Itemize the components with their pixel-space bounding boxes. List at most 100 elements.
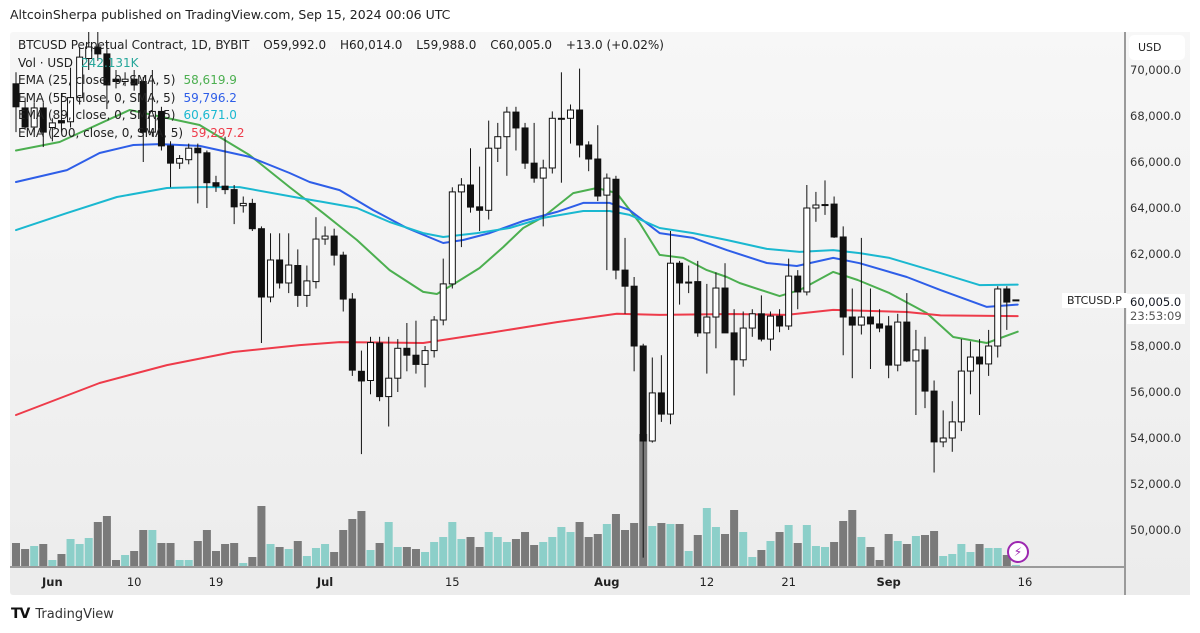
legend-symbol-row[interactable]: BTCUSD Perpetual Contract, 1D, BYBIT O59… <box>18 37 664 55</box>
candle-down <box>621 269 629 287</box>
candle-down <box>612 178 620 271</box>
volume-bar <box>166 543 175 566</box>
candle-down <box>339 254 347 300</box>
candle-up <box>948 421 956 439</box>
volume-bar <box>748 557 757 566</box>
candle-down <box>694 281 702 334</box>
candle-up <box>803 207 811 293</box>
volume-bar <box>130 551 139 566</box>
volume-bar <box>30 546 39 566</box>
legend-ema55-row[interactable]: EMA (55, close, 0, SMA, 5) 59,796.2 <box>18 90 664 108</box>
legend-volume-row[interactable]: Vol · USD 242.131K <box>18 55 664 73</box>
price-tick-label: 50,000.0 <box>1130 523 1182 537</box>
volume-bar <box>657 523 666 566</box>
volume-bar <box>675 524 684 566</box>
candle-down <box>885 325 893 366</box>
candle-down <box>103 53 111 86</box>
lightning-bolt-icon[interactable]: ⚡ <box>1007 541 1029 563</box>
candle-up <box>385 377 393 398</box>
volume-bar <box>148 530 157 566</box>
candle-down <box>794 275 802 293</box>
volume-bar <box>766 541 775 566</box>
candle-up <box>666 262 674 415</box>
time-tick-label: Sep <box>876 575 901 589</box>
ema200-label: EMA (200, close, 0, SMA, 5) <box>18 125 184 140</box>
legend-ema200-row[interactable]: EMA (200, close, 0, SMA, 5) 59,297.2 <box>18 125 664 143</box>
volume-bar <box>357 511 366 566</box>
volume-bar <box>921 535 929 566</box>
candle-up <box>857 316 865 326</box>
candle-up <box>457 184 465 193</box>
volume-bar <box>948 554 957 566</box>
volume-bar <box>911 536 920 566</box>
candle-up <box>267 259 275 298</box>
volume-bar <box>339 530 348 566</box>
volume-bar <box>884 534 893 566</box>
candle-down <box>212 182 220 187</box>
candle-down <box>221 185 229 191</box>
candle-up <box>966 356 974 372</box>
ema200-value: 59,297.2 <box>191 125 245 140</box>
volume-bar <box>648 526 657 566</box>
price-tick-label: 62,000.0 <box>1130 247 1182 261</box>
volume-bar <box>511 539 520 566</box>
candle-up <box>285 264 293 284</box>
ema25-value: 58,619.9 <box>183 73 237 88</box>
volume-bar <box>211 551 220 566</box>
candle-down <box>157 110 165 147</box>
volume-bar <box>475 547 484 566</box>
candle-up <box>430 319 438 352</box>
candle-down <box>730 332 738 361</box>
candle-up <box>821 204 829 207</box>
price-tick-label: 68,000.0 <box>1130 109 1182 123</box>
candle-down <box>57 120 65 124</box>
candle-down <box>403 347 411 356</box>
candle-down <box>848 316 856 326</box>
volume-bar <box>411 549 420 566</box>
candle-up <box>712 287 720 318</box>
price-tick-label: 56,000.0 <box>1130 385 1182 399</box>
candle-up <box>548 117 556 169</box>
candle-up <box>85 46 93 59</box>
volume-bar <box>711 527 720 566</box>
volume-bar <box>521 532 530 566</box>
ema-lines <box>15 109 1019 416</box>
volume-bar <box>684 551 693 566</box>
volume-bar <box>175 560 184 566</box>
chart-pane[interactable] <box>10 32 1190 595</box>
time-tick-label: Aug <box>594 575 620 589</box>
candle-down <box>248 202 256 230</box>
candle-down <box>830 203 838 238</box>
currency-button[interactable]: USD <box>1129 35 1185 60</box>
volume-bar <box>366 550 375 566</box>
candle-up <box>748 313 756 329</box>
volume-label: Vol · USD <box>18 55 74 70</box>
volume-bar <box>421 552 430 566</box>
volume-bar <box>721 534 730 566</box>
volume-bar <box>902 544 911 566</box>
volume-bar <box>139 530 148 566</box>
volume-bar <box>630 523 639 566</box>
volume-bar <box>384 522 393 566</box>
volume-bar <box>302 556 311 566</box>
high-label: H <box>339 38 349 52</box>
volume-bar <box>202 530 211 566</box>
time-tick-label: Jul <box>316 575 334 589</box>
high-value: 60,014.0 <box>348 38 403 52</box>
volume-bar <box>321 544 330 566</box>
tradingview-logo-icon: TV <box>11 606 30 622</box>
volume-bar <box>257 506 266 566</box>
volume-bar <box>275 547 284 566</box>
volume-bar <box>375 543 384 566</box>
volume-bar <box>393 547 402 566</box>
volume-bar <box>811 546 820 566</box>
volume-bar <box>739 532 748 566</box>
legend-ema89-row[interactable]: EMA (89, close, 0, SMA, 5) 60,671.0 <box>18 107 664 125</box>
legend-ema25-row[interactable]: EMA (25, close, 0, SMA, 5) 58,619.9 <box>18 72 664 90</box>
candle-down <box>585 144 593 160</box>
candle-up <box>367 342 375 381</box>
volume-bar <box>266 544 275 566</box>
candle-down <box>376 342 384 398</box>
price-tick-label: 54,000.0 <box>1130 431 1182 445</box>
candle-down <box>866 316 874 325</box>
